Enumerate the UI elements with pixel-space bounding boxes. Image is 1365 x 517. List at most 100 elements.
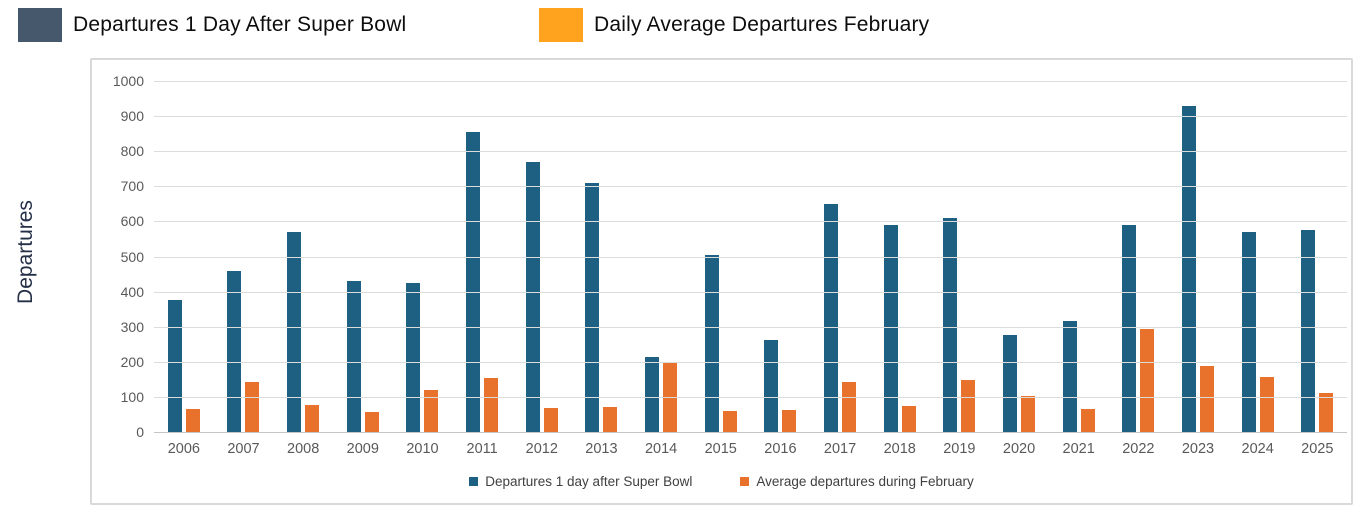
bar-february-2021 bbox=[1080, 409, 1095, 432]
gridline-700 bbox=[154, 186, 1347, 188]
y-tick-900: 900 bbox=[120, 108, 144, 125]
gridline-500 bbox=[154, 256, 1347, 258]
legend-item-superbowl: Departures 1 day after Super Bowl bbox=[469, 474, 692, 489]
bar-february-2023 bbox=[1199, 366, 1214, 432]
bar-group-2013 bbox=[572, 81, 632, 432]
bar-superbowl-2014 bbox=[645, 356, 660, 432]
bar-group-2022 bbox=[1109, 81, 1169, 432]
legend-text-superbowl: Departures 1 day after Super Bowl bbox=[485, 474, 693, 489]
x-label-2010: 2010 bbox=[406, 441, 439, 457]
bar-superbowl-2021 bbox=[1062, 320, 1077, 432]
bar-february-2019 bbox=[961, 380, 976, 432]
bar-superbowl-2012 bbox=[525, 161, 540, 432]
bar-superbowl-2006 bbox=[167, 300, 182, 432]
bar-group-2009 bbox=[333, 81, 393, 432]
plot-area: 0 100 200 300 400 500 600 700 800 900 1000 bbox=[113, 73, 1347, 440]
x-label-2015: 2015 bbox=[704, 441, 737, 457]
y-tick-1000: 1000 bbox=[112, 73, 144, 89]
x-label-2008: 2008 bbox=[287, 441, 320, 457]
legend-marker-superbowl bbox=[469, 477, 479, 486]
bar-group-2017 bbox=[810, 81, 870, 432]
gridline-400 bbox=[154, 291, 1347, 293]
bar-group-2020 bbox=[989, 81, 1049, 432]
y-tick-400: 400 bbox=[120, 283, 144, 300]
top-legend-label-superbowl: Departures 1 Day After Super Bowl bbox=[73, 13, 407, 36]
x-label-2019: 2019 bbox=[943, 441, 976, 457]
chart-legend: Departures 1 day after Super Bowl Average… bbox=[92, 474, 1351, 489]
bar-february-2022 bbox=[1140, 329, 1155, 432]
bar-superbowl-2020 bbox=[1003, 335, 1018, 432]
y-tick-200: 200 bbox=[120, 353, 144, 370]
bar-group-2010 bbox=[393, 81, 453, 432]
x-label-2017: 2017 bbox=[823, 441, 857, 457]
bar-february-2017 bbox=[842, 382, 857, 432]
legend-swatch-february bbox=[539, 8, 583, 42]
legend-text-february: Average departures during February bbox=[756, 474, 974, 489]
top-legend-label-february: Daily Average Departures February bbox=[594, 13, 930, 36]
x-label-2022: 2022 bbox=[1122, 441, 1155, 457]
bar-february-2010 bbox=[424, 389, 439, 432]
bar-february-2013 bbox=[603, 407, 618, 432]
x-label-2011: 2011 bbox=[466, 441, 498, 457]
bar-superbowl-2013 bbox=[585, 182, 600, 432]
bar-february-2018 bbox=[901, 406, 916, 432]
bar-group-2019 bbox=[930, 81, 990, 432]
bar-group-2016 bbox=[751, 81, 811, 432]
bar-february-2011 bbox=[484, 377, 499, 432]
legend-marker-february bbox=[740, 477, 750, 486]
top-legend-item-february: Daily Average Departures February bbox=[539, 8, 929, 42]
x-label-2024: 2024 bbox=[1241, 441, 1274, 457]
x-label-2007: 2007 bbox=[227, 441, 260, 457]
bar-superbowl-2007 bbox=[227, 270, 242, 432]
bar-group-2007 bbox=[214, 81, 274, 432]
gridline-200 bbox=[154, 361, 1347, 363]
bar-superbowl-2019 bbox=[943, 217, 958, 432]
bar-superbowl-2023 bbox=[1181, 105, 1196, 432]
x-label-2021: 2021 bbox=[1062, 441, 1095, 457]
gridline-100 bbox=[154, 396, 1347, 398]
y-tick-800: 800 bbox=[120, 143, 144, 160]
legend-item-february: Average departures during February bbox=[740, 474, 974, 489]
bar-february-2012 bbox=[543, 408, 558, 432]
bar-superbowl-2009 bbox=[346, 281, 361, 432]
bar-february-2006 bbox=[185, 409, 200, 432]
y-tick-100: 100 bbox=[120, 388, 144, 405]
top-legend-item-superbowl: Departures 1 Day After Super Bowl bbox=[18, 8, 406, 42]
x-label-2025: 2025 bbox=[1301, 441, 1334, 457]
y-axis-title: Departures bbox=[14, 200, 37, 304]
x-label-2018: 2018 bbox=[883, 441, 916, 457]
bar-superbowl-2024 bbox=[1241, 231, 1256, 432]
x-label-2014: 2014 bbox=[644, 441, 678, 457]
y-tick-700: 700 bbox=[120, 178, 144, 195]
x-label-2009: 2009 bbox=[346, 441, 379, 457]
y-tick-300: 300 bbox=[120, 318, 144, 335]
gridline-800 bbox=[154, 151, 1347, 153]
bar-february-2007 bbox=[245, 382, 260, 432]
x-label-2023: 2023 bbox=[1181, 441, 1215, 457]
bar-group-2015 bbox=[691, 81, 751, 432]
legend-swatch-superbowl bbox=[18, 8, 62, 42]
bar-february-2015 bbox=[722, 410, 737, 432]
gridline-600 bbox=[154, 221, 1347, 223]
gridline-1000 bbox=[154, 81, 1347, 82]
bar-february-2024 bbox=[1259, 376, 1274, 432]
gridline-300 bbox=[154, 326, 1347, 328]
bar-group-2006 bbox=[154, 81, 214, 432]
bar-february-2016 bbox=[782, 410, 797, 432]
bar-february-2008 bbox=[305, 404, 320, 432]
bar-superbowl-2022 bbox=[1122, 224, 1137, 432]
y-tick-500: 500 bbox=[120, 248, 144, 265]
y-tick-600: 600 bbox=[120, 213, 144, 230]
x-axis-labels: 2006 2007 2008 2009 2010 2011 2012 2013 2014 2015… bbox=[154, 441, 1347, 457]
chart-panel: 0 100 200 300 400 500 600 700 800 900 1000 2006 200… bbox=[90, 58, 1353, 505]
x-label-2006: 2006 bbox=[167, 441, 200, 457]
bar-group-2008 bbox=[273, 81, 333, 432]
y-tick-0: 0 bbox=[136, 424, 144, 440]
x-label-2020: 2020 bbox=[1002, 441, 1036, 457]
bar-group-2011 bbox=[452, 81, 512, 432]
bar-superbowl-2018 bbox=[883, 224, 898, 432]
bar-february-2020 bbox=[1021, 395, 1036, 432]
bar-superbowl-2011 bbox=[466, 131, 481, 432]
x-label-2016: 2016 bbox=[764, 441, 797, 457]
